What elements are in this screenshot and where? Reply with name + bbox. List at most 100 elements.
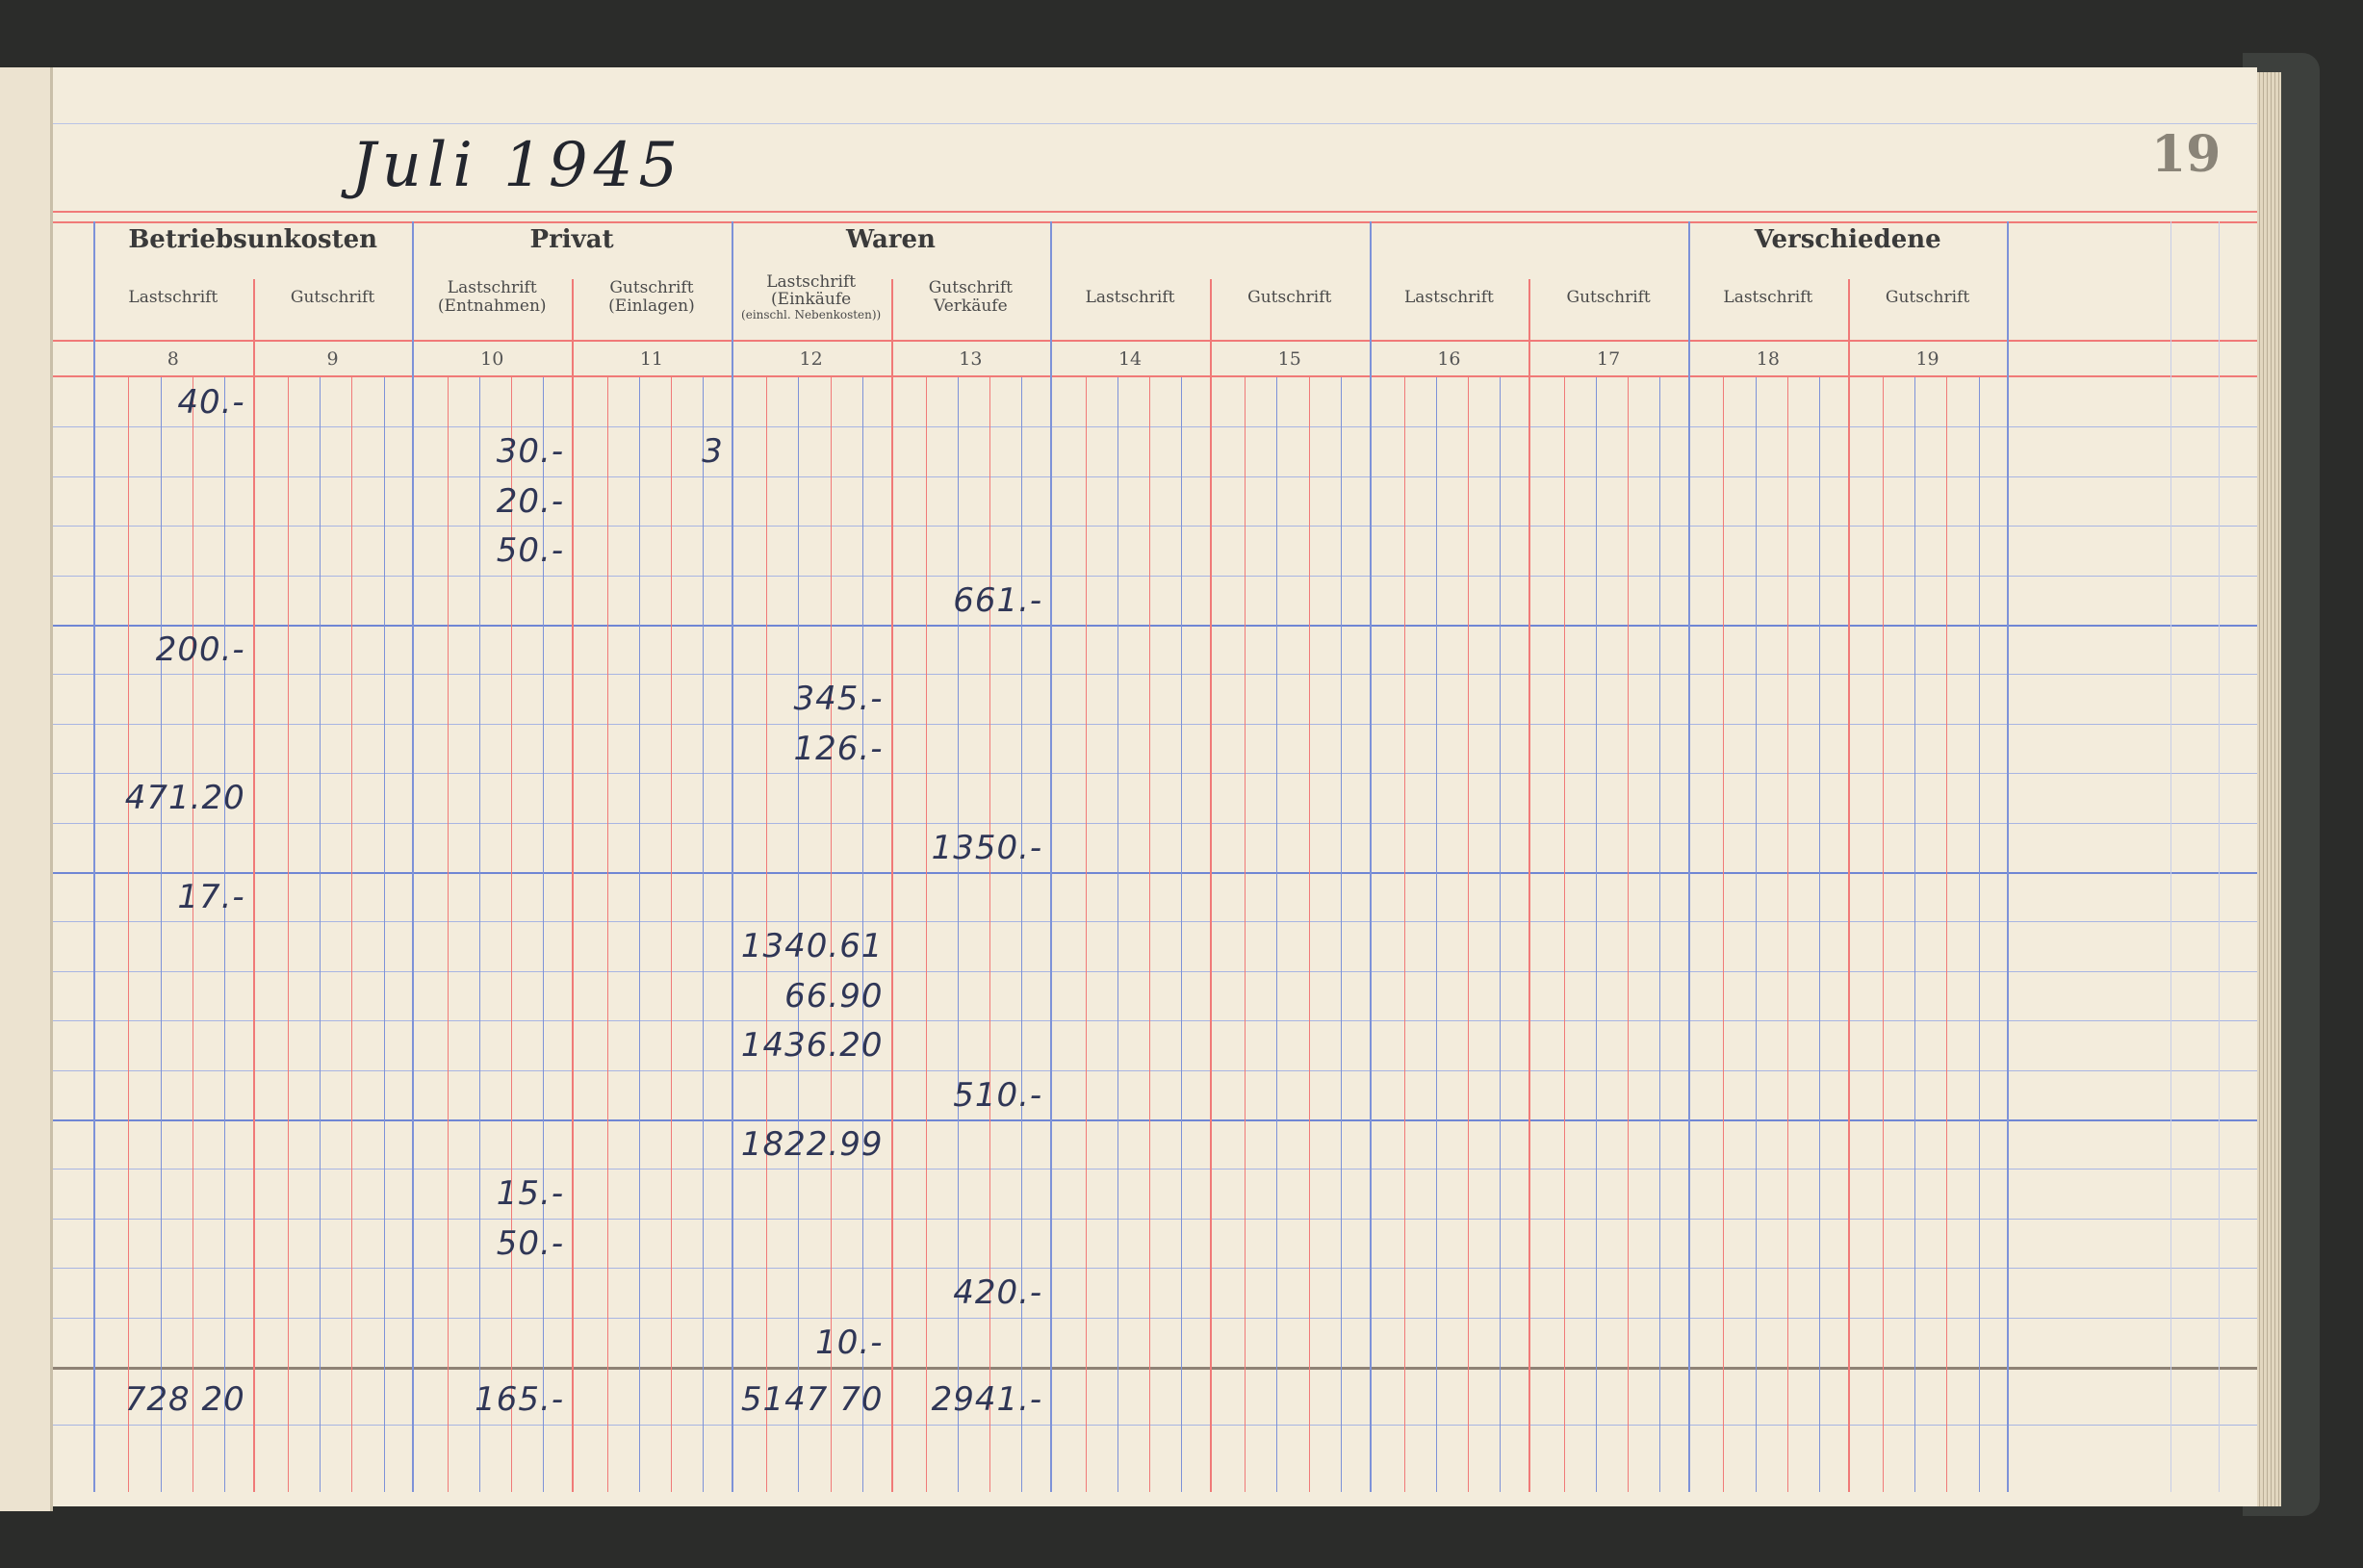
rule-subcolumn bbox=[511, 377, 513, 1492]
column-number: 11 bbox=[639, 348, 664, 370]
ledger-entry: 40.- bbox=[177, 383, 245, 422]
rule-subcolumn bbox=[1308, 377, 1310, 1492]
rule-column bbox=[1688, 221, 1690, 1492]
column-header-label: Gutschrift bbox=[928, 278, 1013, 298]
rule-row bbox=[53, 822, 2257, 824]
rule-row bbox=[53, 575, 2257, 577]
column-header-label: Lastschrift bbox=[1085, 287, 1175, 307]
column-header: Gutschrift bbox=[1214, 258, 1366, 337]
ledger-entry: 420.- bbox=[953, 1273, 1043, 1313]
column-header-label: Gutschrift bbox=[1566, 287, 1651, 307]
column-header: Gutschrift bbox=[257, 258, 409, 337]
column-number: 17 bbox=[1597, 348, 1621, 370]
rule-subcolumn bbox=[383, 377, 385, 1492]
rule-subcolumn bbox=[1755, 377, 1757, 1492]
rule-subcolumn bbox=[288, 377, 290, 1492]
rule-column bbox=[2219, 221, 2220, 1492]
column-number: 18 bbox=[1756, 348, 1780, 370]
ledger-entry: 66.90 bbox=[784, 976, 884, 1015]
ledger-ruling bbox=[53, 67, 2257, 1506]
column-header-label: Lastschrift bbox=[766, 271, 857, 292]
column-header: Lastschrift (Einkäufe (einschl. Nebenkoste… bbox=[735, 258, 887, 337]
column-header-note: Verkäufe bbox=[934, 296, 1008, 316]
column-number: 9 bbox=[326, 348, 339, 370]
column-header: Lastschrift bbox=[1374, 258, 1526, 337]
ledger-page: Juli 1945 19 Betriebsunkosten Privat Waren… bbox=[53, 67, 2257, 1506]
rule-subcolumn bbox=[925, 377, 927, 1492]
rule-subcolumn bbox=[1404, 377, 1406, 1492]
column-header: Gutschrift bbox=[1852, 258, 2004, 337]
group-header: Verschiedene bbox=[1754, 225, 1941, 254]
ledger-entry: 50.- bbox=[496, 1223, 565, 1263]
rule-subcolumn bbox=[989, 377, 991, 1492]
rule-row bbox=[53, 1317, 2257, 1319]
rule-row bbox=[53, 723, 2257, 725]
rule-subcolumn bbox=[606, 377, 608, 1492]
column-header-label: Gutschrift bbox=[1247, 287, 1332, 307]
rule-subcolumn bbox=[1500, 377, 1502, 1492]
rule-top-blue bbox=[53, 123, 2257, 124]
rule-column bbox=[1847, 279, 1850, 1492]
ledger-entry: 3 bbox=[702, 432, 724, 472]
rule-header-red bbox=[53, 340, 2257, 342]
column-number: 10 bbox=[480, 348, 504, 370]
ledger-entry: 1350.- bbox=[931, 828, 1043, 867]
rule-subcolumn bbox=[638, 377, 640, 1492]
rule-subcolumn bbox=[543, 377, 545, 1492]
group-header: Betriebsunkosten bbox=[128, 225, 378, 254]
page-number: 19 bbox=[2151, 125, 2222, 184]
rule-subcolumn bbox=[1245, 377, 1246, 1492]
rule-subcolumn bbox=[1085, 377, 1087, 1492]
rule-column bbox=[252, 279, 255, 1492]
ledger-entry: 1436.20 bbox=[740, 1026, 884, 1066]
rule-column bbox=[1209, 279, 1212, 1492]
ledger-entry: 200.- bbox=[155, 630, 245, 669]
rule-column bbox=[890, 279, 893, 1492]
rule-subcolumn bbox=[1883, 377, 1885, 1492]
column-header-label: Lastschrift bbox=[128, 287, 218, 307]
rule-column bbox=[412, 221, 415, 1492]
rule-row bbox=[53, 625, 2257, 627]
group-header bbox=[1370, 223, 1688, 256]
ledger-entry: 661.- bbox=[953, 580, 1043, 620]
rule-subcolumn bbox=[1468, 377, 1470, 1492]
ledger-entry: 15.- bbox=[496, 1174, 565, 1214]
column-header: Gutschrift Verkäufe bbox=[895, 258, 1047, 337]
ledger-entry: 1340.61 bbox=[740, 927, 884, 966]
column-header-note: (Einkäufe bbox=[771, 290, 852, 310]
rule-row bbox=[53, 1268, 2257, 1270]
rule-subcolumn bbox=[447, 377, 449, 1492]
rule-row bbox=[53, 526, 2257, 527]
ledger-entry: 1822.99 bbox=[740, 1125, 884, 1164]
rule-subcolumn bbox=[223, 377, 225, 1492]
rule-row bbox=[53, 1218, 2257, 1220]
rule-header-red bbox=[53, 375, 2257, 377]
column-header-label: Lastschrift bbox=[1404, 287, 1494, 307]
ledger-entry: 126.- bbox=[793, 729, 884, 768]
rule-subcolumn bbox=[1786, 377, 1788, 1492]
column-header: Gutschrift (Einlagen) bbox=[576, 258, 728, 337]
column-header: Lastschrift (Entnahmen) bbox=[416, 258, 568, 337]
rule-column bbox=[2007, 221, 2010, 1492]
rule-column bbox=[1050, 221, 1053, 1492]
column-header: Lastschrift bbox=[1692, 258, 1844, 337]
column-header-label: Gutschrift bbox=[1885, 287, 1970, 307]
rule-subcolumn bbox=[160, 377, 162, 1492]
ledger-total: 165.- bbox=[475, 1380, 565, 1419]
rule-subcolumn bbox=[798, 377, 800, 1492]
column-header-label: Lastschrift bbox=[447, 278, 537, 298]
rule-subcolumn bbox=[702, 377, 704, 1492]
page-stack-edge bbox=[2252, 72, 2281, 1506]
rule-subcolumn bbox=[1628, 377, 1630, 1492]
column-header: Lastschrift bbox=[97, 258, 249, 337]
rule-subcolumn bbox=[1595, 377, 1597, 1492]
rule-subcolumn bbox=[320, 377, 321, 1492]
rule-subcolumn bbox=[1436, 377, 1438, 1492]
group-header bbox=[1050, 223, 1369, 256]
ledger-entry: 30.- bbox=[496, 432, 565, 472]
rule-column bbox=[572, 279, 575, 1492]
rule-column bbox=[1528, 279, 1531, 1492]
ledger-entry: 10.- bbox=[815, 1323, 884, 1362]
rule-total-line bbox=[53, 1367, 2257, 1370]
rule-row bbox=[53, 1425, 2257, 1426]
